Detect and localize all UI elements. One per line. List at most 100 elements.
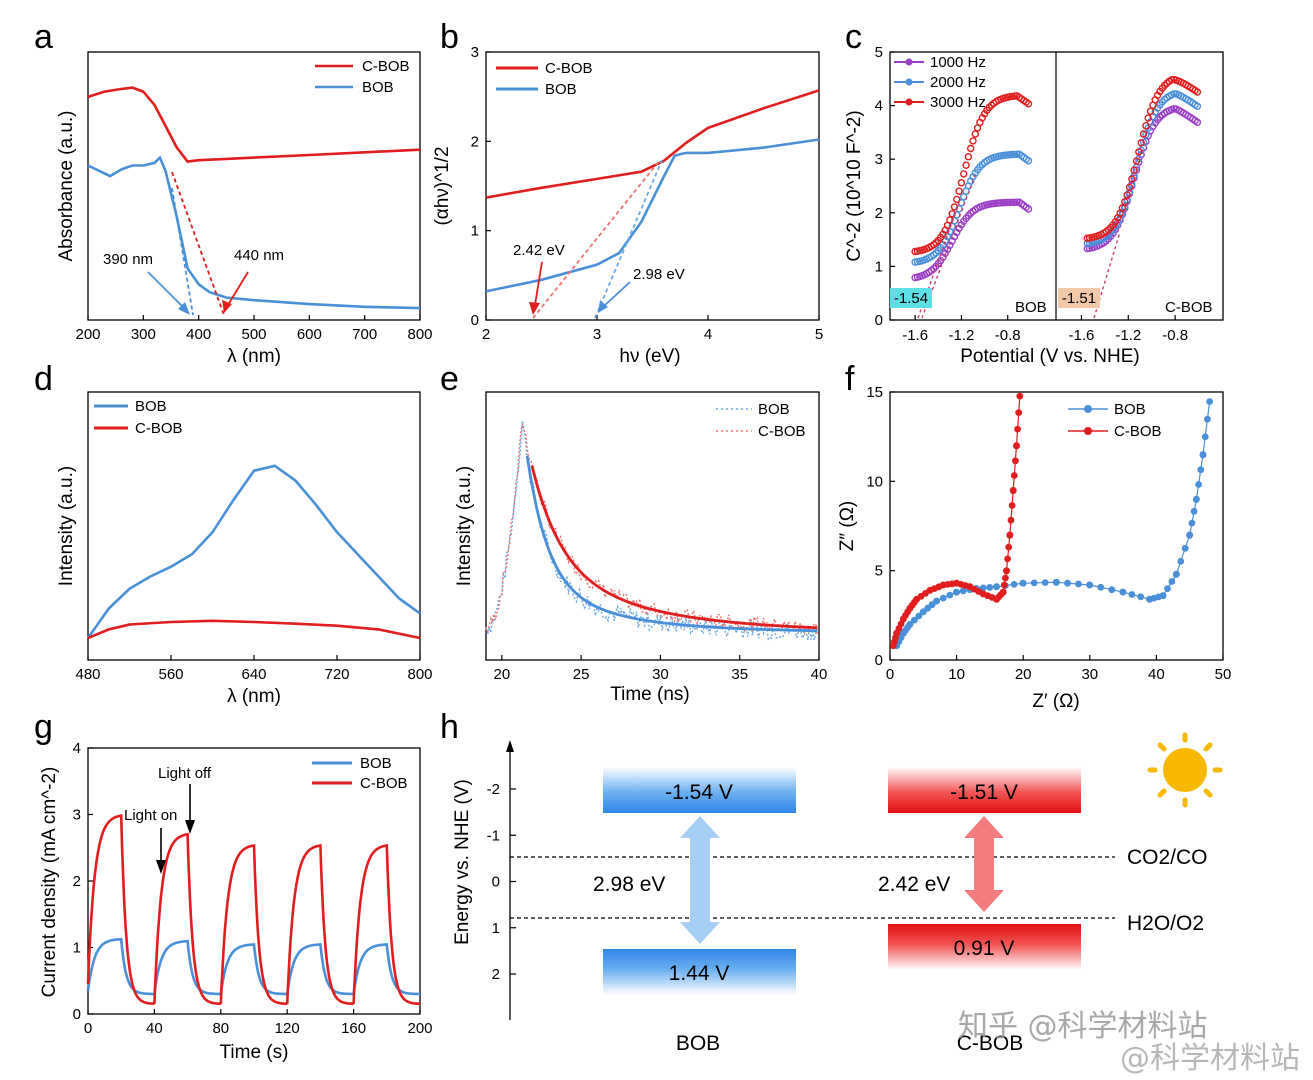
data-point bbox=[933, 597, 940, 605]
data-point bbox=[1008, 502, 1016, 509]
legend-marker bbox=[905, 58, 913, 66]
x-axis-label: Potential (V vs. NHE) bbox=[960, 346, 1140, 367]
x-tick-label: 40 bbox=[1148, 666, 1165, 683]
y-tick-label: 0 bbox=[492, 874, 500, 891]
data-point bbox=[1173, 570, 1180, 578]
data-point bbox=[1121, 198, 1129, 206]
x-tick-label: 10 bbox=[948, 666, 965, 683]
x-tick-label: 40 bbox=[146, 1020, 163, 1037]
y-tick-label: 1 bbox=[492, 920, 500, 937]
data-point bbox=[1144, 114, 1152, 122]
x-tick-label: -1.2 bbox=[948, 327, 974, 344]
data-point bbox=[1010, 581, 1018, 588]
data-point bbox=[1003, 567, 1010, 575]
data-point bbox=[1170, 90, 1178, 98]
data-point bbox=[1199, 451, 1207, 458]
data-point bbox=[906, 620, 914, 628]
data-point bbox=[950, 203, 959, 211]
data-point bbox=[969, 137, 977, 145]
x-tick-label: 800 bbox=[407, 666, 432, 683]
x-tick-label: 200 bbox=[75, 326, 100, 343]
data-point bbox=[1130, 166, 1138, 174]
data-point bbox=[1075, 580, 1082, 588]
x-axis-label: Time (s) bbox=[220, 1042, 289, 1063]
arrow-head bbox=[222, 300, 232, 313]
y-axis-label: Current density (mA cm^-2) bbox=[39, 767, 60, 998]
data-point bbox=[1009, 486, 1017, 494]
y-tick-label: 1 bbox=[471, 223, 479, 240]
series-line bbox=[485, 138, 820, 293]
data-point bbox=[1007, 516, 1015, 524]
data-point bbox=[1132, 157, 1141, 165]
legend-entry: 2000 Hz bbox=[930, 74, 986, 91]
redox-label: CO2/CO bbox=[1127, 846, 1208, 869]
gap-arrow bbox=[964, 816, 1004, 912]
y-tick-label: 3 bbox=[73, 807, 81, 824]
data-point bbox=[1015, 409, 1023, 416]
data-point bbox=[1011, 198, 1019, 207]
data-point bbox=[1201, 433, 1209, 441]
y-axis-label: Energy vs. NHE (V) bbox=[452, 779, 473, 945]
x-tick-label: -0.8 bbox=[995, 327, 1021, 344]
x-tick-label: 480 bbox=[75, 666, 100, 683]
data-point bbox=[1064, 579, 1071, 587]
panel-g: 0 40 80 120 160 200 0 1 2 3 4 Time (s) Current den… bbox=[39, 740, 433, 1063]
panel-label-g: g bbox=[34, 708, 53, 746]
y-tick-label: 4 bbox=[73, 740, 81, 757]
flatband-badge bbox=[890, 288, 932, 308]
annotation: 2.42 eV bbox=[513, 242, 565, 259]
data-point bbox=[1001, 198, 1010, 207]
x-tick-label: 50 bbox=[1215, 666, 1232, 683]
data-point bbox=[939, 594, 947, 602]
data-point bbox=[1013, 198, 1021, 206]
plot-frame bbox=[485, 391, 820, 661]
series-line bbox=[86, 937, 420, 996]
data-point bbox=[999, 588, 1007, 596]
data-point bbox=[1004, 555, 1011, 563]
series-line bbox=[87, 619, 421, 640]
y-tick-label: 0 bbox=[471, 312, 479, 329]
data-point bbox=[1139, 130, 1148, 138]
x-tick-label: 25 bbox=[573, 666, 590, 683]
y-axis-label: Intensity (a.u.) bbox=[454, 466, 475, 586]
y-tick-label: 15 bbox=[866, 384, 883, 401]
data-point bbox=[1159, 592, 1167, 600]
plot-frame bbox=[889, 391, 1224, 661]
x-tick-label: 640 bbox=[241, 666, 266, 683]
data-point bbox=[1193, 88, 1202, 96]
series-line bbox=[87, 155, 421, 310]
y-axis-label: Z″ (Ω) bbox=[837, 501, 858, 551]
data-point bbox=[1008, 198, 1016, 207]
data-point bbox=[1193, 102, 1202, 111]
data-point bbox=[1010, 472, 1018, 479]
data-point bbox=[967, 144, 975, 153]
series-line bbox=[896, 400, 1211, 646]
legend-entry: 1000 Hz bbox=[930, 54, 986, 71]
x-tick-label: 5 bbox=[815, 326, 823, 343]
x-tick-label: 120 bbox=[275, 1020, 300, 1037]
y-axis-label: C^-2 (10^10 F^-2) bbox=[844, 110, 865, 261]
data-point bbox=[1012, 457, 1019, 465]
legend-marker bbox=[905, 78, 913, 86]
data-point bbox=[1011, 150, 1019, 159]
annotation: 440 nm bbox=[234, 247, 284, 264]
panel-a: 200 300 400 500 600 700 800 λ (nm) Absorbance … bbox=[56, 51, 433, 367]
tangent-line bbox=[171, 187, 194, 316]
band-value: 0.91 V bbox=[954, 937, 1015, 960]
y-tick-label: 5 bbox=[875, 563, 883, 580]
data-point bbox=[1013, 150, 1021, 159]
y-tick-label: 4 bbox=[875, 98, 883, 115]
legend-entry: BOB bbox=[135, 398, 167, 415]
x-axis-label: λ (nm) bbox=[227, 346, 281, 367]
data-point bbox=[1177, 557, 1185, 565]
data-point bbox=[1013, 442, 1020, 449]
data-point bbox=[1024, 100, 1033, 108]
legend-entry: BOB bbox=[545, 81, 577, 98]
data-point bbox=[1146, 107, 1155, 115]
legend-entry: BOB bbox=[758, 401, 790, 418]
data-point bbox=[1086, 581, 1094, 589]
flatband-value: -1.54 bbox=[894, 290, 928, 307]
watermark-text: @科学材料站 bbox=[1120, 1041, 1300, 1076]
watermark-text: 知乎 @科学材料站 bbox=[958, 1009, 1208, 1044]
